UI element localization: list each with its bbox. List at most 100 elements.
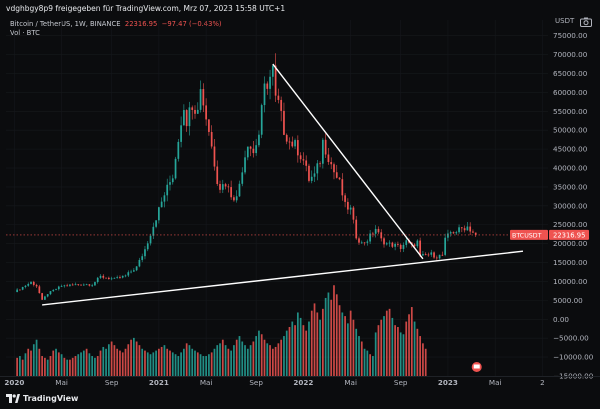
candle-body (449, 232, 452, 234)
candle-body (441, 254, 444, 256)
current-price-tag-label: 22316.95 (553, 231, 585, 239)
candle-body (316, 163, 319, 174)
volume-bar (74, 356, 77, 376)
camera-icon[interactable] (580, 17, 592, 27)
price-chart[interactable]: 75000.00 70000.00 65000.00 60000.00 55000.00… (0, 0, 600, 389)
volume-bar (63, 357, 66, 376)
volume-bar (174, 354, 177, 376)
volume-bar (277, 343, 280, 376)
volume-bar (238, 336, 241, 376)
candle-body (349, 207, 352, 210)
candle-body (119, 277, 121, 278)
candle-body (366, 241, 369, 243)
volume-bar (249, 345, 252, 376)
candle-body (416, 240, 419, 247)
current-price-tag (549, 229, 589, 240)
volume-bar (113, 345, 116, 376)
volume-bar (327, 292, 330, 376)
volume-bar (35, 339, 38, 376)
candle-body (194, 109, 196, 114)
trendline-descending-resistance (272, 63, 424, 260)
candle-body (208, 119, 210, 132)
candle-body (116, 277, 119, 278)
volume-bar (255, 336, 258, 376)
volume-bar (155, 350, 157, 376)
candle-body (85, 284, 88, 286)
volume-bar (299, 317, 302, 376)
candle-body (219, 183, 221, 190)
candle-body (169, 182, 171, 185)
symbol-price-tag (510, 229, 548, 240)
x-axis-tick-label: 2022 (293, 378, 313, 387)
volume-bar (41, 356, 43, 376)
candle-body (235, 196, 238, 201)
symbol-name[interactable]: Bitcoin / TetherUS, 1W, BINANCE (10, 20, 121, 28)
candle-body (30, 281, 32, 284)
candle-body (394, 243, 396, 247)
volume-bar (410, 307, 413, 376)
volume-bar (344, 316, 346, 376)
y-axis-tick-label: 75000.00 (553, 31, 588, 40)
candle-body (132, 270, 135, 272)
volume-bar (391, 317, 394, 376)
volume-bar (94, 357, 96, 376)
volume-bar (385, 310, 388, 376)
candle-body (130, 271, 132, 273)
volume-bar (52, 350, 55, 376)
x-axis-tick-label: Mai (344, 378, 357, 387)
volume-bar (338, 305, 341, 376)
candle-body (355, 219, 358, 239)
volume-bar (335, 294, 338, 376)
candle-body (224, 184, 227, 187)
candle-body (296, 140, 299, 156)
volume-bar (21, 359, 24, 376)
candle-body (202, 89, 205, 106)
candle-body (63, 285, 66, 287)
y-axis-tick-label: 40000.00 (553, 164, 588, 173)
volume-bar (16, 357, 18, 376)
candle-body (210, 131, 213, 147)
volume-bar (405, 321, 408, 376)
volume-legend[interactable]: Vol · BTC (10, 29, 40, 37)
volume-bar (241, 341, 244, 376)
volume-bar (46, 359, 49, 376)
candle-body (246, 146, 249, 158)
candle-body (260, 105, 263, 135)
volume-bar (319, 319, 321, 376)
candle-body (213, 146, 216, 167)
volume-bar (55, 348, 57, 376)
volume-bar (366, 350, 369, 376)
candle-body (424, 254, 427, 255)
candle-body (280, 99, 283, 111)
candle-body (163, 195, 166, 202)
volume-bar (60, 354, 63, 376)
x-axis-separator (0, 376, 600, 377)
candle-body (205, 105, 207, 120)
volume-bar (180, 352, 182, 376)
volume-bar (138, 345, 141, 376)
volume-bar (316, 312, 319, 376)
volume-bar (213, 348, 216, 376)
candle-body (383, 238, 385, 245)
y-axis-tick-label: 25000.00 (553, 220, 588, 229)
volume-bar (196, 352, 199, 376)
footer-bar (0, 389, 600, 409)
candle-body (74, 284, 77, 286)
candle-body (105, 277, 107, 279)
candle-body (19, 289, 21, 291)
volume-bar (274, 346, 277, 376)
y-axis-tick-label: 50000.00 (553, 126, 588, 135)
volume-bar (227, 348, 230, 376)
volume-bar (152, 352, 155, 376)
candle-body (80, 284, 82, 286)
candle-body (27, 283, 30, 286)
candle-body (244, 157, 246, 173)
volume-bar (296, 312, 299, 376)
candle-body (158, 207, 160, 221)
candle-body (171, 178, 174, 183)
volume-bar (110, 341, 113, 376)
x-axis-tick-label: Sep (249, 378, 263, 387)
candle-body (99, 275, 102, 278)
candle-body (269, 76, 271, 89)
volume-bar (127, 344, 130, 376)
